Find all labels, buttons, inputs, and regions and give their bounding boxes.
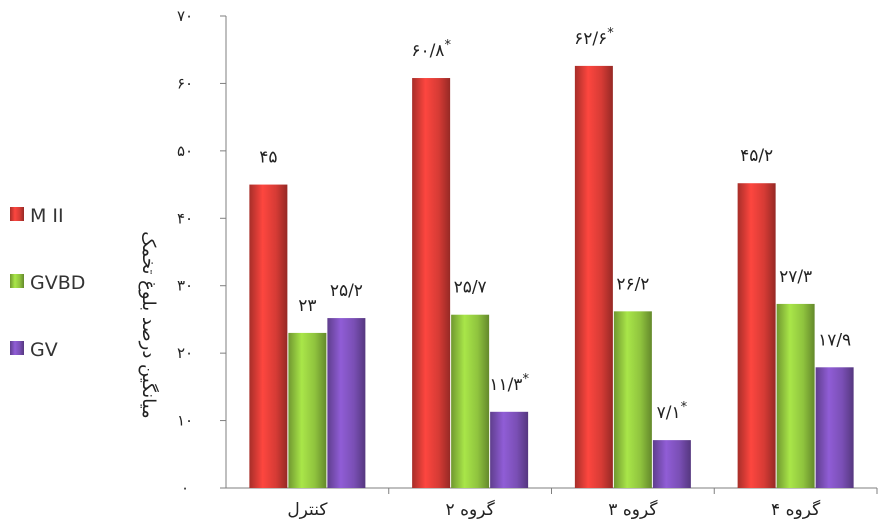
data-label: ۶۰/۸* <box>411 38 451 61</box>
bar <box>574 65 613 488</box>
y-tick-label: ۷۰ <box>177 7 193 25</box>
y-tick-label: ۵۰ <box>177 142 193 160</box>
y-tick-label: ۲۰ <box>177 344 193 362</box>
data-label: ۲۵/۲ <box>330 281 363 301</box>
data-label: ۶۲/۶* <box>574 26 614 49</box>
legend-swatch <box>10 274 24 288</box>
significance-marker: * <box>607 26 614 41</box>
data-labels: ۴۵ ۲۳ ۲۵/۲ ۶۰/۸* ۲۵/۷ ۱۱/۳* ۶۲/۶* ۲۶/۲ ۷/۱* ۴۵/۲ ۲… <box>259 26 851 423</box>
y-tick-label: ۶۰ <box>177 74 193 92</box>
y-tick-label: ۰ <box>181 479 189 497</box>
legend-label: M II <box>30 205 64 227</box>
bar <box>815 367 854 488</box>
y-axis-label: میانگین درصد بلوغ تخمک <box>138 231 160 418</box>
significance-marker: * <box>522 372 529 387</box>
bar <box>288 332 327 488</box>
data-label: ۷/۱* <box>657 400 688 423</box>
data-label: ۴۵ <box>259 148 277 168</box>
significance-marker: * <box>681 400 688 415</box>
significance-marker: * <box>444 38 451 53</box>
bar <box>737 183 776 489</box>
data-label: ۲۳ <box>298 296 316 316</box>
legend-swatch <box>10 207 24 221</box>
y-tick-label: ۳۰ <box>177 277 193 295</box>
data-label: ۱۷/۹ <box>818 330 851 350</box>
legend: M II GVBD GV <box>10 205 85 361</box>
bar <box>451 314 490 488</box>
legend-swatch <box>10 341 24 355</box>
bar <box>412 78 451 488</box>
axes: ۰ ۱۰ ۲۰ ۳۰ ۴۰ ۵۰ ۶۰ ۷۰ کنترل گروه ۲ گروه ۳ گروه ۴ <box>177 7 878 520</box>
y-tick-label: ۱۰ <box>177 412 193 430</box>
data-label: ۲۷/۳ <box>779 267 812 287</box>
x-tick-label: گروه ۲ <box>446 499 496 520</box>
bar <box>327 318 366 488</box>
bar <box>613 311 652 488</box>
y-tick-label: ۴۰ <box>177 209 193 227</box>
x-tick-label: کنترل <box>287 500 328 520</box>
bar <box>490 411 529 488</box>
data-label: ۲۵/۷ <box>454 278 487 298</box>
legend-label: GV <box>30 339 58 361</box>
data-label: ۴۵/۲ <box>740 146 773 166</box>
legend-label: GVBD <box>30 272 85 294</box>
x-tick-label: گروه ۳ <box>608 499 658 520</box>
bar <box>776 303 815 488</box>
bar <box>249 184 288 489</box>
data-label: ۲۶/۲ <box>616 274 649 294</box>
bar <box>652 440 691 488</box>
x-tick-label: گروه ۴ <box>771 499 821 520</box>
data-label: ۱۱/۳* <box>489 372 529 395</box>
bars <box>249 65 854 489</box>
